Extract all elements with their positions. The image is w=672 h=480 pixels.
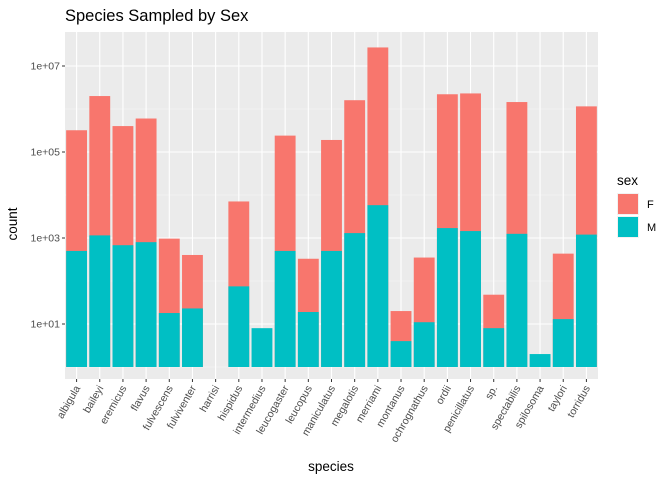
x-tick-label: taylori — [545, 384, 569, 414]
bar-male-eremicus — [112, 245, 134, 367]
bar-male-hispidus — [228, 286, 250, 367]
bar-male-leucogaster — [274, 250, 296, 367]
bar-male-spilosoma — [529, 354, 551, 367]
y-tick-label: 1e+01 — [31, 319, 61, 331]
bar-male-leucopus — [297, 312, 319, 367]
bar-male-merriami — [367, 205, 389, 367]
bar-male-baileyi — [89, 235, 111, 367]
bar-male-megalotis — [344, 233, 366, 367]
bar-male-albigula — [66, 250, 88, 367]
y-tick-label: 1e+07 — [31, 61, 61, 73]
bar-male-fulviventer — [182, 308, 203, 367]
legend-swatch-M — [618, 217, 638, 237]
legend-title: sex — [617, 173, 638, 188]
bar-male-ordii — [436, 228, 458, 367]
bar-male-flavus — [135, 242, 157, 367]
bar-male-torridus — [575, 234, 597, 367]
x-tick-label: albigula — [55, 383, 84, 420]
bars — [66, 47, 597, 368]
bar-male-taylori — [552, 319, 574, 367]
x-tick-label: flavus — [129, 384, 153, 414]
x-tick-label: torridus — [565, 384, 593, 420]
legend-label-F: F — [647, 199, 654, 211]
y-axis-title: count — [5, 207, 20, 240]
bar-male-montanus — [390, 341, 412, 367]
bar-male-sp. — [483, 328, 505, 367]
legend: sex FM — [617, 173, 656, 238]
bar-male-spectabilis — [506, 233, 528, 367]
legend-swatch-F — [618, 194, 638, 214]
x-tick-label: harrisi — [198, 384, 223, 415]
x-tick-label: ordii — [434, 384, 454, 407]
bar-male-maniculatus — [321, 250, 342, 367]
y-tick-label: 1e+05 — [31, 147, 61, 159]
x-tick-label: sp. — [483, 384, 500, 402]
y-axis: 1e+01 1e+03 1e+05 1e+07 — [31, 61, 65, 331]
legend-label-M: M — [647, 222, 656, 234]
bar-male-ochrognathus — [413, 322, 435, 367]
bar-male-fulvescens — [158, 313, 180, 367]
chart-title: Species Sampled by Sex — [65, 7, 249, 25]
x-axis-title: species — [308, 459, 354, 474]
y-tick-label: 1e+03 — [31, 233, 61, 245]
bar-male-penicillatus — [460, 231, 481, 367]
bar-male-intermedius — [251, 328, 273, 367]
